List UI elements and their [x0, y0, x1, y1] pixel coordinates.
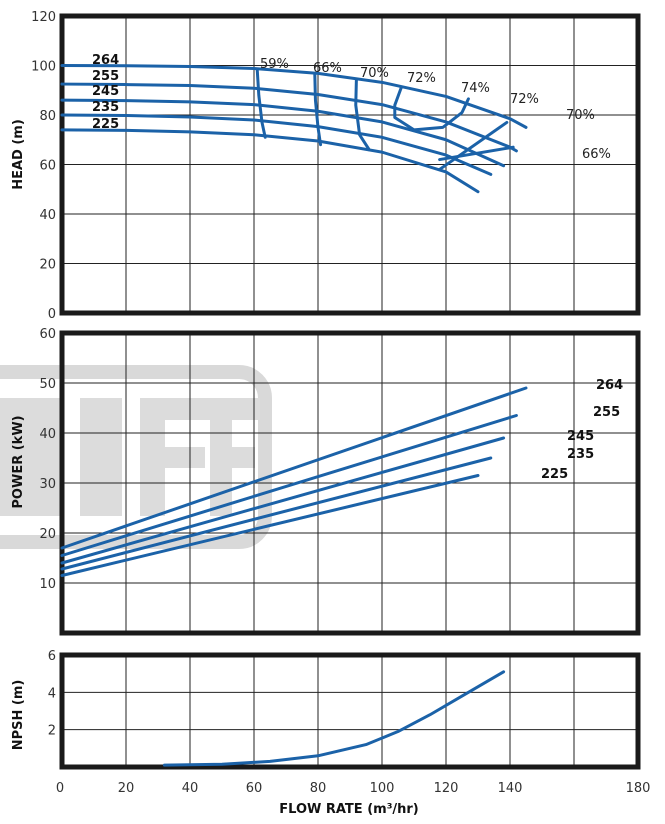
npsh-curve-NPSH: [162, 670, 506, 767]
power-curve-235: [60, 456, 493, 571]
npsh-xtick-label: 140: [498, 781, 523, 796]
efficiency-label-72%: 72%: [407, 71, 436, 86]
efficiency-contour-3: [393, 86, 470, 132]
head-curve-245: [60, 98, 506, 168]
npsh-xtick-label: 40: [182, 781, 199, 796]
power-curve-label-235: 235: [567, 447, 594, 462]
head-curve-225: [60, 128, 480, 194]
efficiency-label-72%: 72%: [510, 92, 539, 107]
head-ytick-label: 100: [31, 60, 56, 75]
power-ytick-label: 20: [39, 527, 56, 542]
npsh-xtick-label: 80: [310, 781, 327, 796]
npsh-xtick-label: 0: [56, 781, 64, 796]
efficiency-label-66%: 66%: [313, 61, 342, 76]
efficiency-label-70%: 70%: [360, 66, 389, 81]
npsh-xtick-label: 60: [246, 781, 263, 796]
npsh-xtick-label: 120: [434, 781, 459, 796]
efficiency-contour-0: [255, 67, 267, 139]
head-ytick-label: 40: [39, 208, 56, 223]
efficiency-line-0: [438, 120, 509, 171]
power-ytick-label: 60: [39, 327, 56, 342]
power-curve-225: [60, 474, 480, 577]
power-ytick-label: 10: [39, 577, 56, 592]
efficiency-label-74%: 74%: [461, 81, 490, 96]
power-curve-245: [60, 436, 506, 565]
efficiency-contour-1: [313, 72, 323, 147]
watermark-block: [0, 398, 62, 516]
efficiency-line-1: [438, 145, 515, 162]
head-curve-label-245: 245: [92, 84, 119, 99]
npsh-xtick-label: 180: [626, 781, 651, 796]
power-curve-label-225: 225: [541, 467, 568, 482]
npsh-ytick-label: 2: [48, 724, 56, 739]
head-curve-label-235: 235: [92, 100, 119, 115]
efficiency-label-66%: 66%: [582, 147, 611, 162]
npsh-xtick-label: 20: [118, 781, 135, 796]
head-ytick-label: 80: [39, 109, 56, 124]
watermark-logo: [0, 365, 272, 549]
npsh-axis-title: NPSH (m): [11, 680, 26, 751]
head-frame: [59, 13, 641, 316]
x-axis-title: FLOW RATE (m³/hr): [279, 802, 419, 817]
power-curve-264: [60, 386, 528, 550]
efficiency-contour-2: [354, 77, 371, 152]
axis-labels: HEAD (m) POWER (kW) NPSH (m) FLOW RATE (m³/…: [11, 119, 419, 817]
power-chart: 10 20 30 40 50 60 264 255 245 235 225: [39, 327, 641, 636]
head-ytick-label: 20: [39, 258, 56, 273]
npsh-ytick-label: 6: [48, 649, 56, 664]
head-curve-label-255: 255: [92, 69, 119, 84]
watermark-f2: [210, 398, 260, 516]
head-ytick-label: 0: [48, 307, 56, 322]
watermark-frame: [0, 365, 272, 549]
efficiency-label-59%: 59%: [260, 57, 289, 72]
head-curve-label-225: 225: [92, 117, 119, 132]
power-axis-title: POWER (kW): [11, 415, 26, 508]
watermark-i: [80, 398, 122, 516]
power-ytick-label: 30: [39, 477, 56, 492]
npsh-frame: [59, 652, 641, 770]
watermark-f1: [140, 398, 215, 516]
head-curve-255: [60, 82, 518, 153]
npsh-ytick-label: 4: [48, 686, 56, 701]
power-ytick-label: 40: [39, 427, 56, 442]
power-curve-label-245: 245: [567, 429, 594, 444]
head-curve-264: [60, 64, 528, 129]
head-ytick-label: 60: [39, 159, 56, 174]
head-axis-title: HEAD (m): [11, 119, 26, 190]
power-frame: [59, 330, 641, 636]
efficiency-label-70%: 70%: [566, 108, 595, 123]
power-curve-label-264: 264: [596, 378, 623, 393]
power-curve-label-255: 255: [593, 405, 620, 420]
power-ytick-label: 50: [39, 377, 56, 392]
power-curve-255: [60, 414, 518, 557]
head-ytick-label: 120: [31, 10, 56, 25]
npsh-xtick-label: 100: [370, 781, 395, 796]
head-curve-label-264: 264: [92, 53, 119, 68]
head-curve-235: [60, 113, 493, 176]
